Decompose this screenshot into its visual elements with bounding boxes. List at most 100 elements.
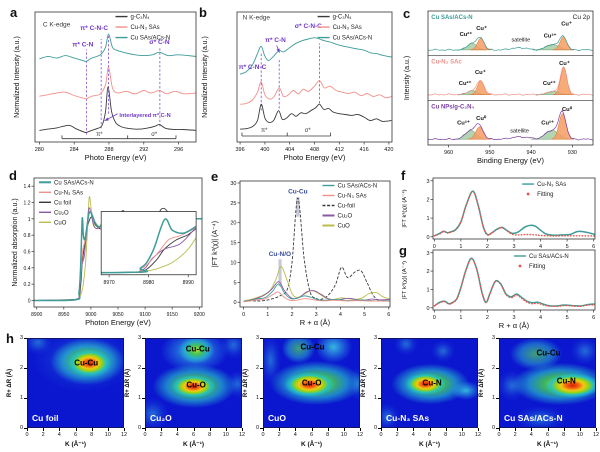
heat-blob xyxy=(429,339,456,363)
svg-text:σ* C-N: σ* C-N xyxy=(149,39,170,46)
panel-letter-d: d xyxy=(9,168,17,183)
svg-text:Normalized absorption (a.u.): Normalized absorption (a.u.) xyxy=(12,198,19,286)
svg-text:0: 0 xyxy=(426,235,429,241)
x-tick-label: 4 xyxy=(57,432,61,438)
panel-h1-heatmap: Cu-Cu Cu foil 0 2 4 6 8 10 12 0 1 2 3 K (Å⁻¹) R+ ΔR (Å… xyxy=(5,334,127,451)
y-tick-label: 2 xyxy=(491,365,495,371)
x-tick-label: 10 xyxy=(222,432,229,438)
sample-label: Cu SAs/ACs-N xyxy=(504,412,563,423)
svg-text:|FT k³(χ)| (A⁻⁴): |FT k³(χ)| (A⁻⁴) xyxy=(401,261,408,299)
bond-label: Cu-O xyxy=(301,378,322,387)
svg-text:1: 1 xyxy=(426,287,429,293)
x-tick-label: 6 xyxy=(427,432,432,438)
svg-text:3: 3 xyxy=(315,312,318,318)
wavelet-colormap: Cu-Cu Cu-O Cu₂O xyxy=(145,338,242,428)
y-tick-label: 2 xyxy=(255,365,259,371)
svg-text:20: 20 xyxy=(230,221,236,227)
svg-text:2: 2 xyxy=(426,197,429,203)
svg-text:π*: π* xyxy=(96,132,103,138)
x-tick-label: 6 xyxy=(309,432,314,438)
svg-text:0.4: 0.4 xyxy=(24,266,31,272)
svg-text:0: 0 xyxy=(233,300,236,306)
svg-text:π* C-N-C: π* C-N-C xyxy=(239,64,267,71)
sample-label: Cu foil xyxy=(32,412,59,423)
x-tick-label: 0 xyxy=(261,432,265,438)
svg-text:5: 5 xyxy=(233,280,236,286)
x-tick-label: 0 xyxy=(143,432,147,438)
svg-text:Cu SAs/ACs-N: Cu SAs/ACs-N xyxy=(338,184,378,190)
heat-blob xyxy=(403,372,449,396)
y-tick-label: 3 xyxy=(19,335,23,341)
svg-text:0: 0 xyxy=(426,306,429,312)
svg-text:Cu SAs/ACs-N: Cu SAs/ACs-N xyxy=(54,180,94,186)
heat-blob xyxy=(65,348,113,378)
y-tick-label: 0 xyxy=(373,425,377,431)
panel-d-chart: 8900 8950 9000 9050 9100 9150 9200 0 0.2 0.4 0.6 0.… xyxy=(12,177,205,327)
svg-text:8900: 8900 xyxy=(31,312,42,318)
y-tick-label: 1 xyxy=(137,395,141,401)
x-tick-label: 2 xyxy=(277,432,281,438)
svg-text:9100: 9100 xyxy=(140,312,151,318)
svg-text:satellite: satellite xyxy=(511,38,530,44)
svg-text:6: 6 xyxy=(592,244,595,248)
svg-text:1.4: 1.4 xyxy=(24,184,31,190)
y-tick-label: 0 xyxy=(19,425,23,431)
heat-blob xyxy=(176,339,216,366)
sample-label: CuO xyxy=(268,412,286,423)
svg-text:Cu⁺: Cu⁺ xyxy=(475,69,486,76)
svg-text:g-C₃N₄: g-C₃N₄ xyxy=(131,15,150,21)
svg-text:Cu-N₃ SAs: Cu-N₃ SAs xyxy=(333,25,362,31)
y-tick-label: 3 xyxy=(373,335,377,341)
svg-text:1.2: 1.2 xyxy=(24,200,31,206)
x-tick-label: 10 xyxy=(340,432,347,438)
y-axis-title: R+ ΔR (Å) xyxy=(361,368,367,398)
svg-text:3: 3 xyxy=(512,244,515,248)
svg-text:Cu²⁺: Cu²⁺ xyxy=(457,120,470,127)
x-tick-label: 2 xyxy=(513,432,517,438)
panel-letter-f: f xyxy=(401,168,406,183)
panel-letter-h: h xyxy=(6,331,14,346)
svg-text:Cu-N/O: Cu-N/O xyxy=(269,251,291,258)
x-tick-label: 0 xyxy=(497,432,501,438)
heat-blob xyxy=(542,372,595,399)
x-tick-label: 8 xyxy=(444,432,448,438)
x-tick-label: 4 xyxy=(293,432,297,438)
wavelet-colormap: Cu-Cu Cu-N Cu SAs/ACs-N xyxy=(499,338,596,428)
wavelet-colormap: Cu-Cu Cu foil xyxy=(27,338,124,428)
x-tick-label: 10 xyxy=(576,432,583,438)
heat-blob xyxy=(281,370,337,398)
svg-text:satellite: satellite xyxy=(510,128,529,134)
svg-text:1: 1 xyxy=(426,216,429,222)
svg-text:4: 4 xyxy=(539,244,542,248)
svg-text:Cu-N₃ SAc: Cu-N₃ SAc xyxy=(431,60,462,66)
svg-text:CuO: CuO xyxy=(54,220,67,226)
svg-text:3: 3 xyxy=(426,251,429,257)
svg-text:π* C-N: π* C-N xyxy=(265,37,286,44)
svg-text:416: 416 xyxy=(360,147,369,153)
y-tick-label: 0 xyxy=(255,425,259,431)
svg-text:280: 280 xyxy=(35,147,44,153)
wavelet-colormap: Cu-Cu Cu-O CuO xyxy=(263,338,360,428)
svg-text:R + α (Å): R + α (Å) xyxy=(300,318,331,327)
svg-text:930: 930 xyxy=(568,150,577,156)
x-axis-title: K (Å⁻¹) xyxy=(536,441,559,448)
svg-text:N K-edge: N K-edge xyxy=(243,14,271,21)
svg-text:6: 6 xyxy=(387,312,390,318)
x-tick-label: 10 xyxy=(458,432,465,438)
svg-text:9150: 9150 xyxy=(167,312,178,318)
svg-text:Cu 2p: Cu 2p xyxy=(573,14,591,21)
bond-label: Cu-Cu xyxy=(74,358,99,368)
svg-text:Cu SAs/ACs-N: Cu SAs/ACs-N xyxy=(131,36,171,42)
svg-text:1: 1 xyxy=(459,244,462,248)
svg-text:σ*: σ* xyxy=(305,128,312,134)
x-tick-label: 12 xyxy=(592,432,600,438)
svg-text:408: 408 xyxy=(310,147,319,153)
svg-text:Fitting: Fitting xyxy=(529,264,545,270)
svg-text:π*: π* xyxy=(261,128,268,134)
x-tick-label: 12 xyxy=(356,432,364,438)
x-axis-title: K (Å⁻¹) xyxy=(64,441,87,448)
y-axis-title: R+ ΔR (Å) xyxy=(7,368,13,398)
svg-text:Cu²⁺: Cu²⁺ xyxy=(544,32,557,39)
